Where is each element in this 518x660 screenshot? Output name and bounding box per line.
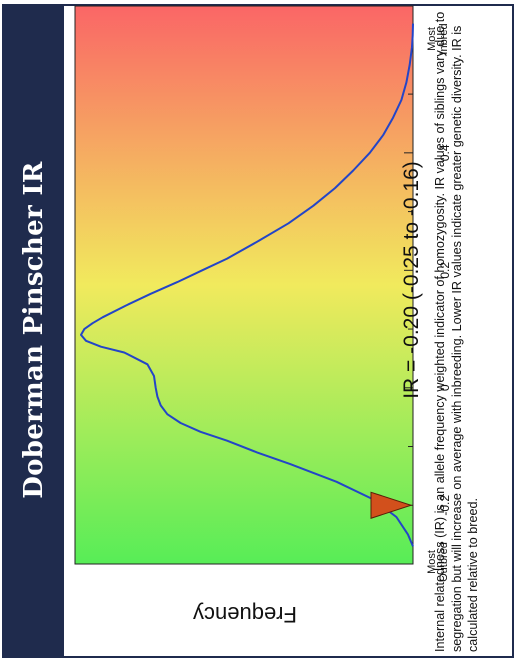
ir-marker: [370, 491, 413, 519]
ir-description: Internal relatedness (IR) is an allele f…: [433, 11, 480, 652]
plot-background: [74, 5, 414, 565]
frequency-curve: [80, 23, 414, 547]
ir-value-label: IR = -0.20 (-0.25 to -0.16): [400, 161, 423, 399]
